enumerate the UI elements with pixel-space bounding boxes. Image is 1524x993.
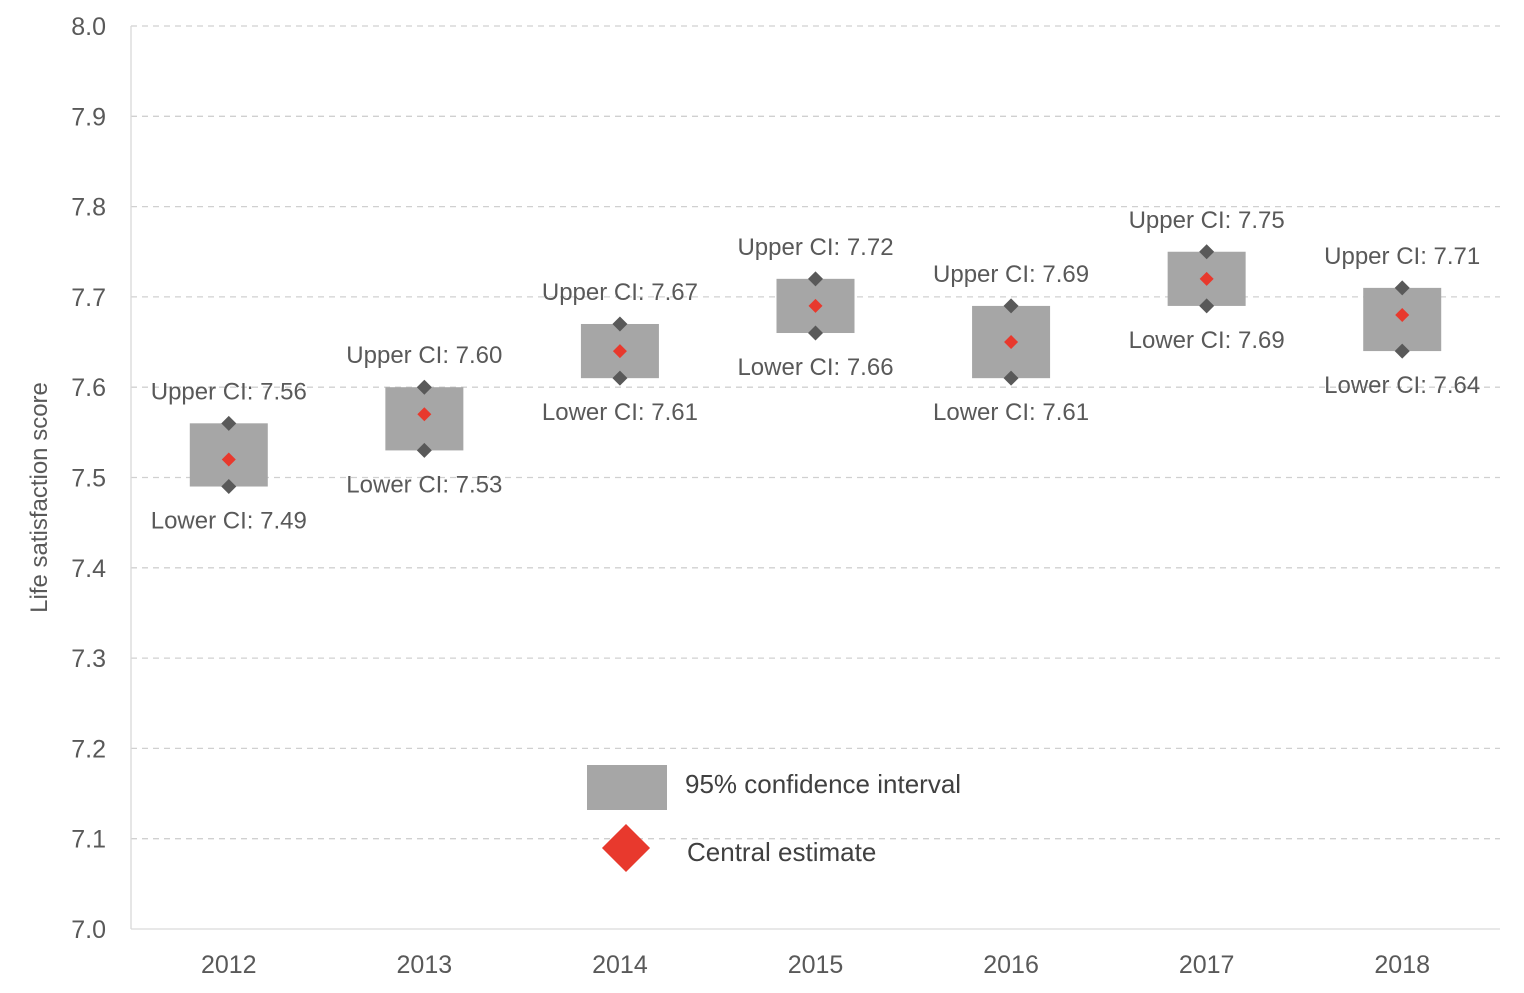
central-estimate-marker [221,452,236,467]
central-estimate-marker [1199,271,1214,286]
y-tick-label: 7.0 [71,916,106,944]
y-tick-label: 7.3 [71,645,106,673]
lower-ci-label: Lower CI: 7.64 [1324,372,1480,399]
ci-group-2012: Upper CI: 7.56 Lower CI: 7.49 [151,378,307,534]
lower-ci-marker [1199,298,1215,314]
central-estimate-marker [1004,335,1019,350]
central-estimate-marker [808,298,823,313]
y-tick-label: 7.7 [71,284,106,312]
lower-ci-label: Lower CI: 7.66 [737,354,893,381]
y-axis-ticks: 7.0 7.1 7.2 7.3 7.4 7.5 7.6 7.7 7.8 7.9 8.0 [71,13,106,944]
y-tick-label: 7.1 [71,826,106,854]
upper-ci-label: Upper CI: 7.69 [933,261,1089,288]
legend-ci-swatch [587,765,667,810]
y-tick-label: 7.2 [71,735,106,763]
lower-ci-label: Lower CI: 7.69 [1129,327,1285,354]
lower-ci-label: Lower CI: 7.49 [151,508,307,535]
upper-ci-marker [221,415,237,431]
upper-ci-label: Upper CI: 7.72 [737,234,893,261]
y-axis-title: Life satisfaction score [26,382,53,613]
upper-ci-marker [1394,280,1410,296]
lower-ci-label: Lower CI: 7.61 [933,399,1089,426]
ci-group-2015: Upper CI: 7.72 Lower CI: 7.66 [737,234,893,381]
upper-ci-marker [1199,244,1215,260]
upper-ci-marker [1003,298,1019,314]
central-estimate-marker [1395,307,1410,322]
lower-ci-label: Lower CI: 7.53 [346,471,502,498]
y-tick-label: 7.5 [71,465,106,493]
upper-ci-marker [808,271,823,287]
y-tick-label: 7.6 [71,374,106,402]
lower-ci-label: Lower CI: 7.61 [542,399,698,426]
central-estimate-marker [612,344,627,359]
upper-ci-label: Upper CI: 7.60 [346,342,502,369]
upper-ci-label: Upper CI: 7.56 [151,378,307,405]
lower-ci-marker [808,325,823,341]
y-tick-label: 7.4 [71,555,106,583]
x-tick-label: 2017 [1179,951,1235,979]
x-tick-label: 2012 [201,951,257,979]
lower-ci-marker [221,479,237,495]
upper-ci-label: Upper CI: 7.67 [542,279,698,306]
y-tick-label: 7.8 [71,194,106,222]
ci-group-2017: Upper CI: 7.75 Lower CI: 7.69 [1129,207,1285,354]
x-tick-label: 2015 [788,951,844,979]
y-tick-label: 8.0 [71,13,106,41]
upper-ci-marker [416,379,432,395]
legend-ci-label: 95% confidence interval [685,769,961,799]
x-tick-label: 2014 [592,951,648,979]
ci-group-2018: Upper CI: 7.71 Lower CI: 7.64 [1324,243,1480,399]
legend-estimate-label: Central estimate [687,837,876,867]
ci-group-2016: Upper CI: 7.69 Lower CI: 7.61 [933,261,1089,426]
x-tick-label: 2018 [1374,951,1430,979]
y-tick-label: 7.9 [71,103,106,131]
upper-ci-label: Upper CI: 7.71 [1324,243,1480,270]
x-tick-label: 2013 [397,951,453,979]
x-tick-label: 2016 [983,951,1039,979]
gridlines [131,25,1500,840]
lower-ci-marker [1394,343,1410,359]
ci-group-2014: Upper CI: 7.67 Lower CI: 7.61 [542,279,698,426]
central-estimate-marker [417,407,432,422]
lower-ci-marker [416,442,432,458]
upper-ci-label: Upper CI: 7.75 [1129,207,1285,234]
lower-ci-marker [612,370,628,386]
lower-ci-marker [1003,370,1019,386]
ci-group-2013: Upper CI: 7.60 Lower CI: 7.53 [346,342,502,498]
legend: 95% confidence interval Central estimate [587,765,961,873]
legend-estimate-swatch [601,823,651,873]
x-axis-ticks: 2012 2013 2014 2015 2016 2017 2018 [201,951,1430,979]
upper-ci-marker [612,316,628,332]
